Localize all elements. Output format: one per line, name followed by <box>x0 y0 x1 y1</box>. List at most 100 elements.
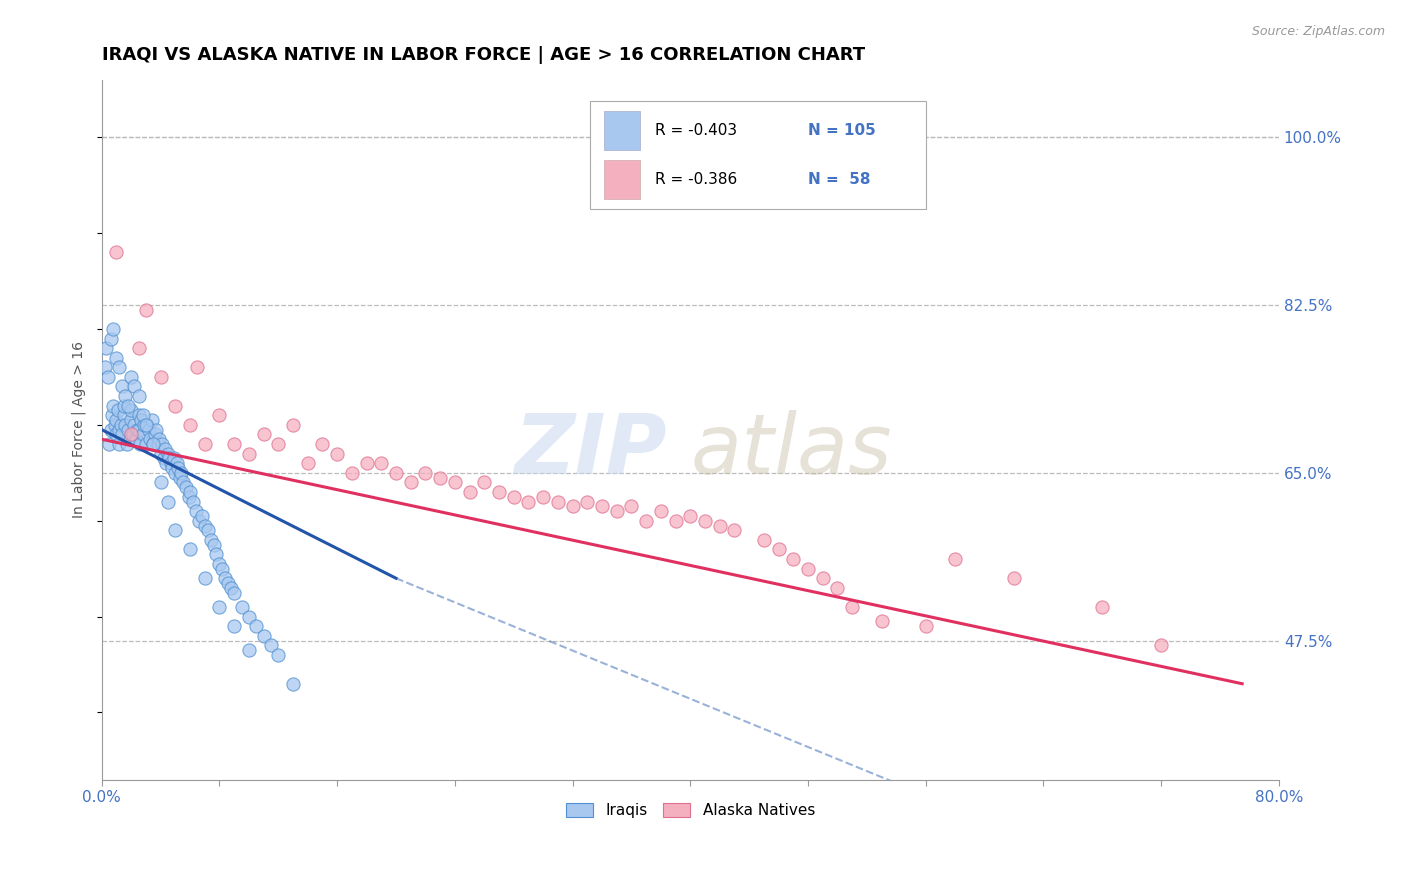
Point <box>311 437 333 451</box>
Point <box>146 437 169 451</box>
Point <box>811 571 834 585</box>
Point <box>620 500 643 514</box>
Point <box>547 494 569 508</box>
Point <box>281 677 304 691</box>
Point <box>205 547 228 561</box>
Point <box>142 437 165 451</box>
Point <box>415 466 437 480</box>
Point <box>148 432 170 446</box>
Point <box>356 456 378 470</box>
Point <box>121 427 143 442</box>
Y-axis label: In Labor Force | Age > 16: In Labor Force | Age > 16 <box>72 341 86 518</box>
Point <box>169 470 191 484</box>
Point <box>107 403 129 417</box>
Point <box>281 417 304 432</box>
Point <box>782 552 804 566</box>
Point <box>208 557 231 571</box>
Point <box>709 518 731 533</box>
Point <box>841 600 863 615</box>
Point <box>128 389 150 403</box>
Point <box>139 432 162 446</box>
Point <box>128 423 150 437</box>
Point <box>245 619 267 633</box>
Point <box>132 409 155 423</box>
Point <box>157 451 180 466</box>
Point <box>155 456 177 470</box>
Point <box>172 475 194 490</box>
Point <box>132 427 155 442</box>
Point <box>112 409 135 423</box>
Point <box>98 437 121 451</box>
Point <box>340 466 363 480</box>
Point <box>170 466 193 480</box>
Point <box>1002 571 1025 585</box>
Point <box>870 615 893 629</box>
Point <box>149 447 172 461</box>
Point <box>214 571 236 585</box>
FancyBboxPatch shape <box>605 112 640 150</box>
Point <box>93 360 115 375</box>
Point <box>122 417 145 432</box>
Point <box>124 432 146 446</box>
Point <box>156 494 179 508</box>
Point <box>1150 639 1173 653</box>
Point <box>136 417 159 432</box>
Point <box>472 475 495 490</box>
Point <box>125 423 148 437</box>
Point <box>117 399 139 413</box>
Point <box>267 437 290 451</box>
Point <box>135 302 157 317</box>
Point <box>576 494 599 508</box>
Point <box>224 585 246 599</box>
Point <box>160 456 183 470</box>
Point <box>101 409 124 423</box>
Point <box>117 423 139 437</box>
Point <box>131 413 153 427</box>
Point <box>181 494 204 508</box>
Point <box>197 524 219 538</box>
Point <box>179 542 201 557</box>
Point <box>531 490 554 504</box>
Point <box>94 341 117 355</box>
Point <box>120 427 142 442</box>
Point <box>219 581 242 595</box>
Point <box>97 370 120 384</box>
Point <box>267 648 290 662</box>
Point <box>114 417 136 432</box>
FancyBboxPatch shape <box>605 161 640 199</box>
Point <box>105 427 128 442</box>
FancyBboxPatch shape <box>591 101 925 209</box>
Point <box>143 427 166 442</box>
Point <box>165 399 187 413</box>
Point <box>100 332 122 346</box>
Point <box>914 619 936 633</box>
Point <box>385 466 408 480</box>
Text: atlas: atlas <box>690 410 891 491</box>
Text: ZIP: ZIP <box>515 410 666 491</box>
Point <box>202 538 225 552</box>
Point <box>104 417 127 432</box>
Point <box>211 562 233 576</box>
Point <box>162 461 184 475</box>
Point <box>943 552 966 566</box>
Point <box>224 437 246 451</box>
Point <box>149 370 172 384</box>
Point <box>122 379 145 393</box>
Point <box>111 427 134 442</box>
Point <box>186 360 208 375</box>
Point <box>752 533 775 547</box>
Point <box>108 360 131 375</box>
Point <box>142 437 165 451</box>
Point <box>591 500 613 514</box>
Text: N =  58: N = 58 <box>808 172 870 187</box>
Point <box>252 427 274 442</box>
Point <box>120 413 142 427</box>
Point <box>429 470 451 484</box>
Point <box>238 609 260 624</box>
Point <box>252 629 274 643</box>
Point <box>174 480 197 494</box>
Point <box>135 437 157 451</box>
Point <box>103 399 125 413</box>
Point <box>134 417 156 432</box>
Point <box>128 409 150 423</box>
